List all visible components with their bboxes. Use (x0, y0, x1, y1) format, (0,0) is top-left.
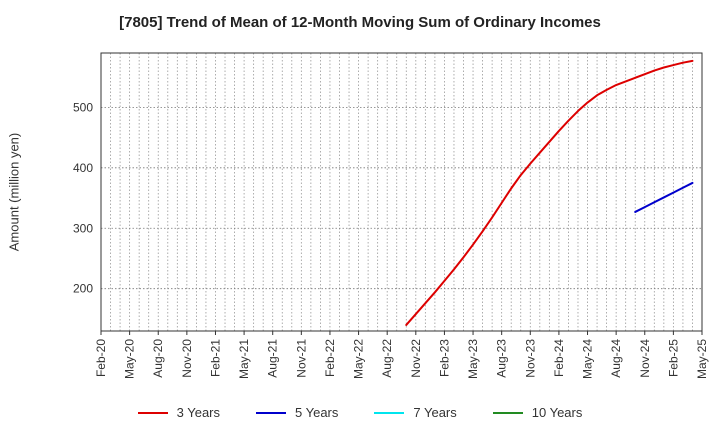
legend-item-3-years: 3 Years (137, 405, 220, 420)
legend-label-7-years: 7 Years (413, 405, 457, 420)
legend-item-10-years: 10 Years (492, 405, 583, 420)
x-tick-label: May-21 (237, 339, 251, 379)
x-tick-label: May-25 (695, 339, 709, 379)
legend-label-3-years: 3 Years (176, 405, 220, 420)
legend-item-5-years: 5 Years (256, 405, 338, 420)
y-tick-label: 500 (73, 100, 93, 114)
x-tick-label: Nov-22 (409, 339, 423, 378)
legend-item-7-years: 7 Years (374, 405, 457, 420)
x-tick-label: Feb-24 (552, 339, 566, 377)
legend-swatch-3-years (137, 411, 168, 414)
x-tick-label: Nov-23 (523, 339, 537, 378)
x-tick-label: Aug-24 (609, 339, 623, 378)
y-tick-label: 400 (73, 161, 93, 175)
x-tick-label: Nov-21 (294, 339, 308, 378)
x-tick-label: Nov-24 (638, 339, 652, 378)
x-tick-label: May-23 (466, 339, 480, 379)
plot-frame (100, 52, 703, 332)
x-tick-label: May-20 (123, 339, 137, 379)
y-tick-label: 300 (73, 221, 93, 235)
legend-label-5-years: 5 Years (295, 405, 339, 420)
x-tick-label: Nov-20 (180, 339, 194, 378)
x-tick-label: Feb-22 (323, 339, 337, 377)
x-tick-label: May-22 (352, 339, 366, 379)
x-tick-label: Aug-20 (151, 339, 165, 378)
x-tick-label: Feb-21 (208, 339, 222, 377)
plot-area (101, 53, 702, 331)
x-tick-label: Feb-25 (666, 339, 680, 377)
legend-swatch-10-years (492, 411, 523, 414)
x-tick-label: Feb-23 (437, 339, 451, 377)
x-tick-label: May-24 (581, 339, 595, 379)
x-tick-label: Feb-20 (94, 339, 108, 377)
legend-swatch-7-years (374, 411, 405, 414)
series-line-3-years (405, 59, 694, 326)
x-tick-label: Aug-23 (495, 339, 509, 378)
series-line-5-years (634, 181, 694, 213)
legend-swatch-5-years (256, 411, 286, 414)
legend: 3 Years 5 Years 7 Years 10 Years (0, 405, 720, 420)
legend-label-10-years: 10 Years (531, 405, 583, 420)
y-tick-label: 200 (73, 282, 93, 296)
x-tick-label: Aug-22 (380, 339, 394, 378)
chart-title: [7805] Trend of Mean of 12-Month Moving … (119, 14, 601, 31)
x-tick-label: Aug-21 (266, 339, 280, 378)
